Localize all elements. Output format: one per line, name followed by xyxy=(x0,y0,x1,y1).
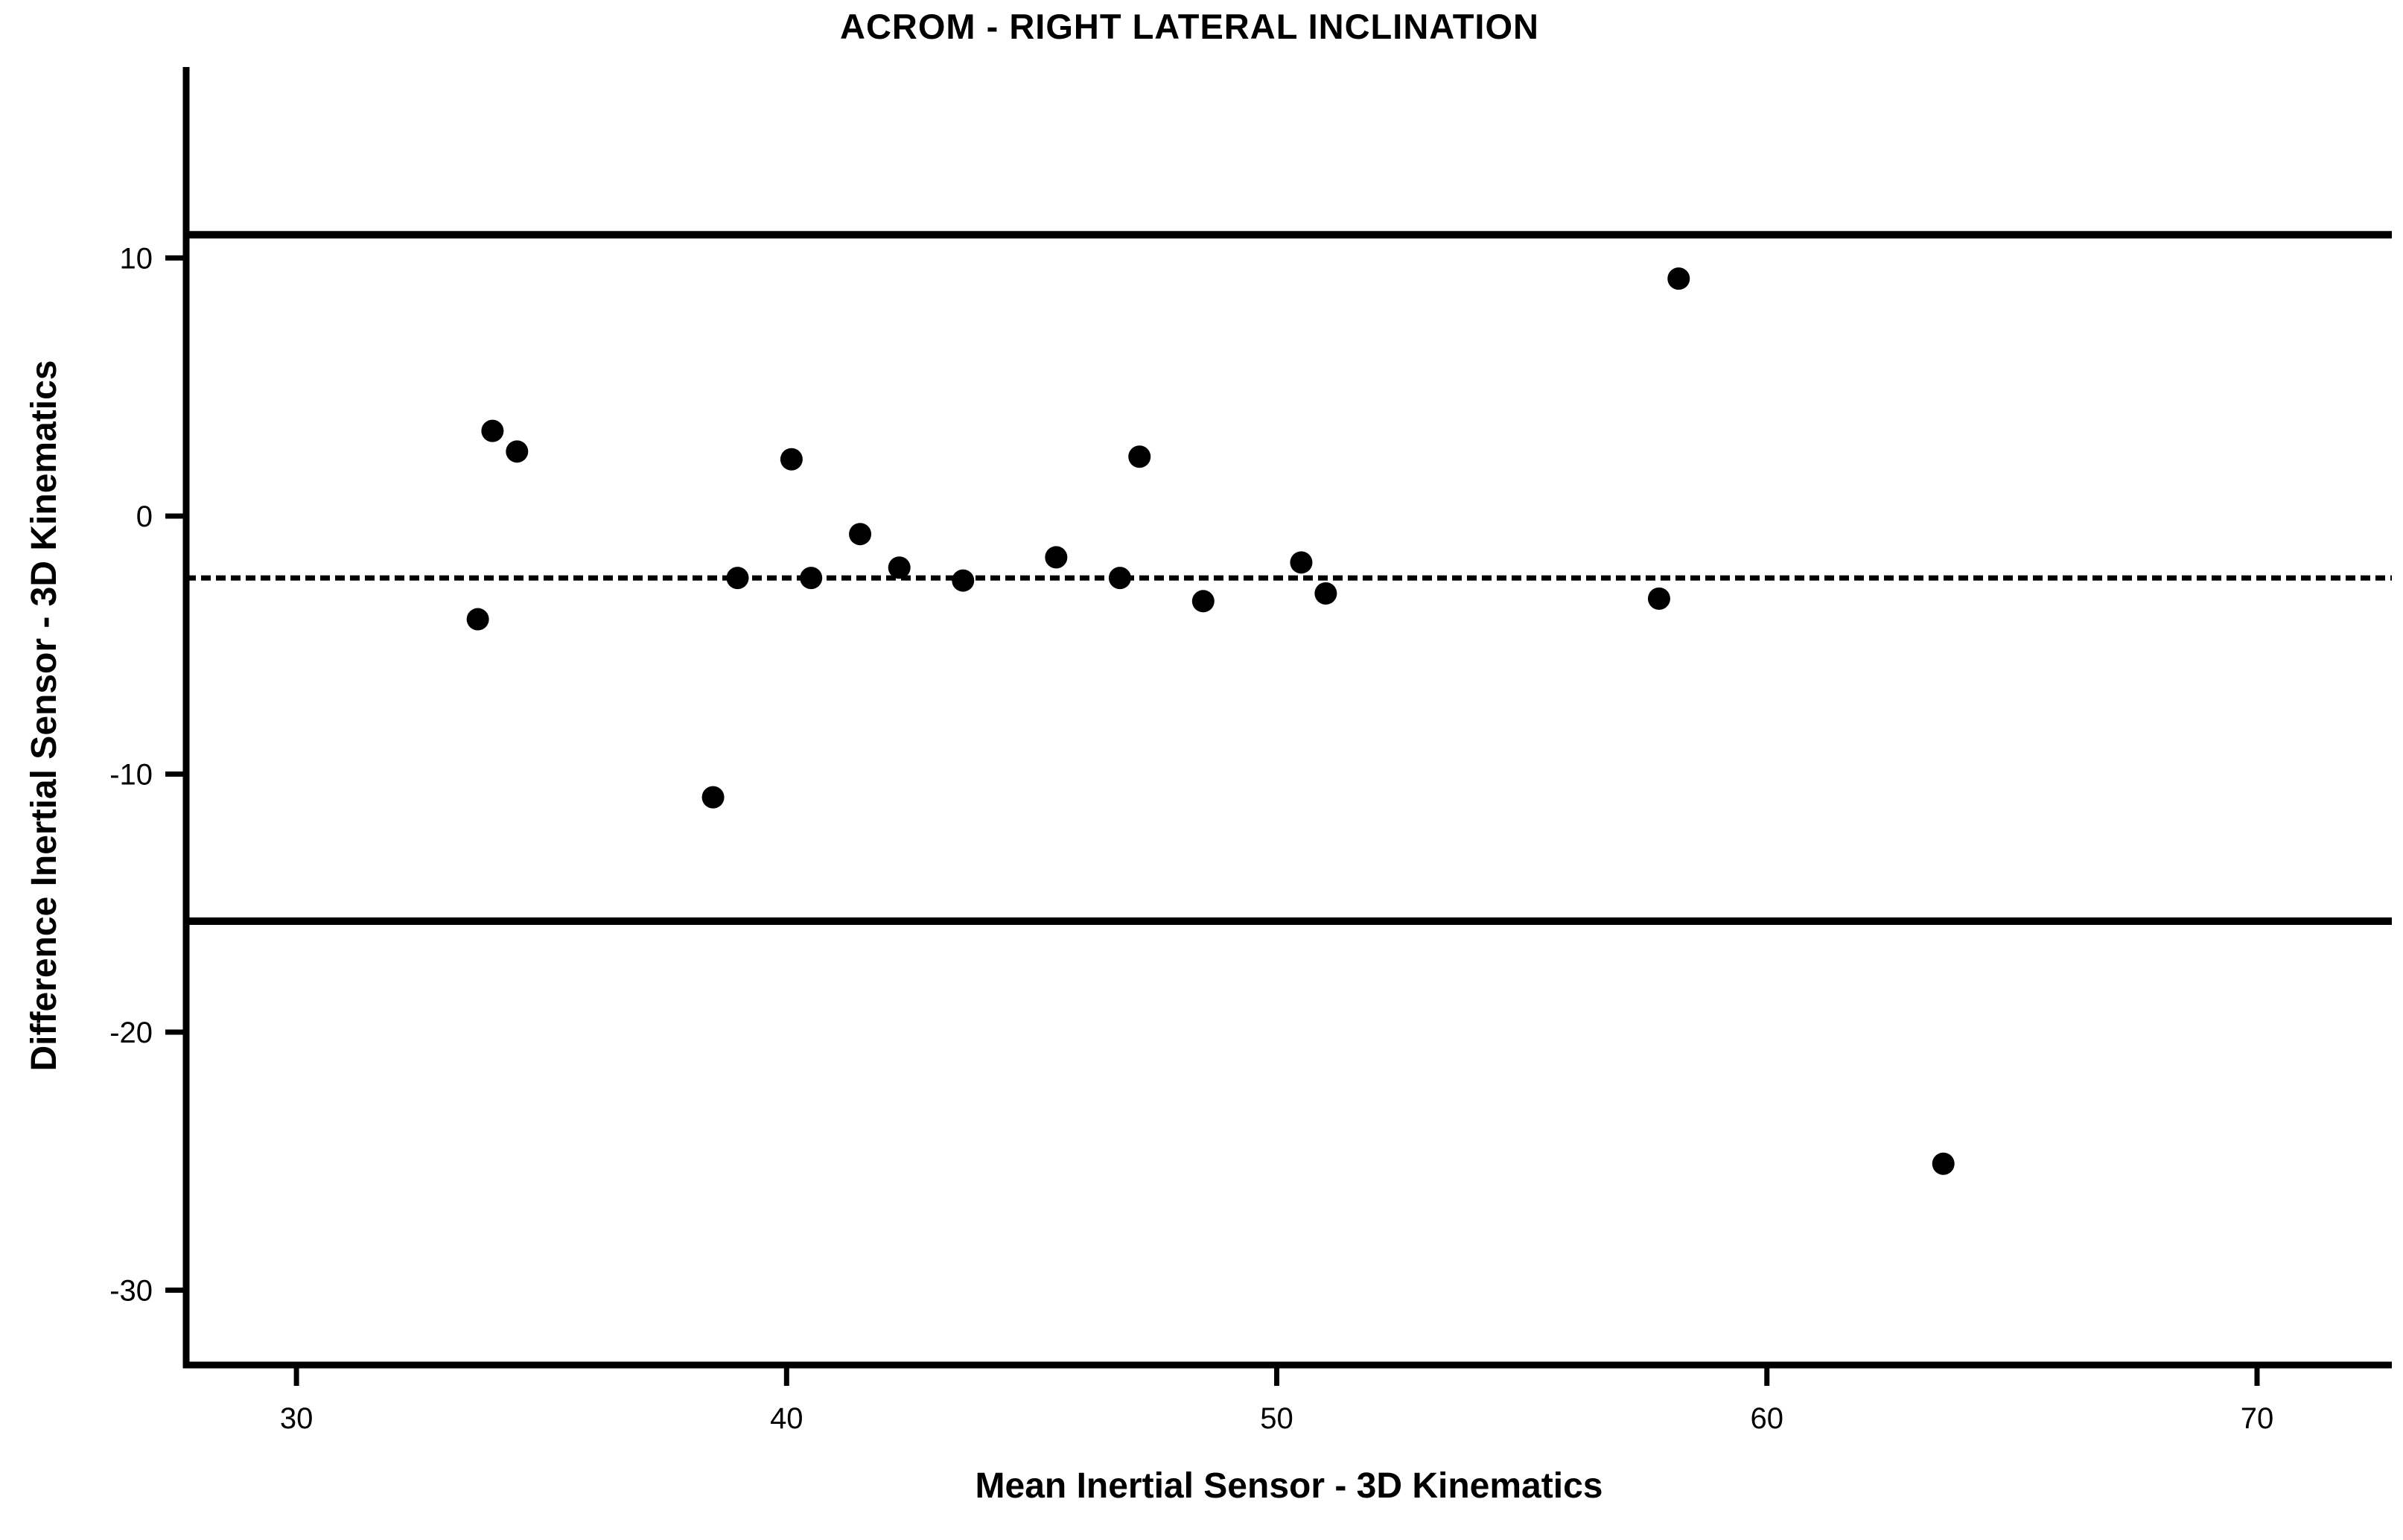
y-tick-label: 10 xyxy=(120,242,153,275)
y-tick-label: -10 xyxy=(109,758,153,791)
data-point xyxy=(849,523,872,546)
data-point xyxy=(952,569,975,592)
x-tick-label: 50 xyxy=(1260,1402,1293,1435)
data-point xyxy=(1314,582,1337,605)
data-point xyxy=(1108,567,1131,590)
x-tick-label: 30 xyxy=(280,1402,313,1435)
data-point xyxy=(506,440,529,463)
data-point xyxy=(1128,445,1151,468)
y-tick-label: 0 xyxy=(136,500,153,533)
data-point xyxy=(800,567,823,590)
data-point xyxy=(780,448,803,471)
y-tick-label: -30 xyxy=(109,1275,153,1308)
y-tick-label: -20 xyxy=(109,1016,153,1049)
data-point xyxy=(888,556,911,579)
x-tick-label: 60 xyxy=(1751,1402,1784,1435)
data-point xyxy=(1932,1152,1955,1175)
data-point xyxy=(466,608,489,631)
data-point xyxy=(1191,590,1215,613)
data-point xyxy=(1045,546,1068,569)
x-axis-label: Mean Inertial Sensor - 3D Kinematics xyxy=(975,1466,1603,1506)
data-point xyxy=(1667,267,1690,290)
data-point xyxy=(1290,551,1313,574)
x-tick-label: 40 xyxy=(770,1402,803,1435)
data-point xyxy=(726,567,749,590)
data-point xyxy=(701,786,725,809)
data-point xyxy=(481,419,504,442)
data-point xyxy=(1647,587,1670,610)
chart-title: ACROM - RIGHT LATERAL INCLINATION xyxy=(840,7,1539,46)
x-tick-label: 70 xyxy=(2241,1402,2274,1435)
